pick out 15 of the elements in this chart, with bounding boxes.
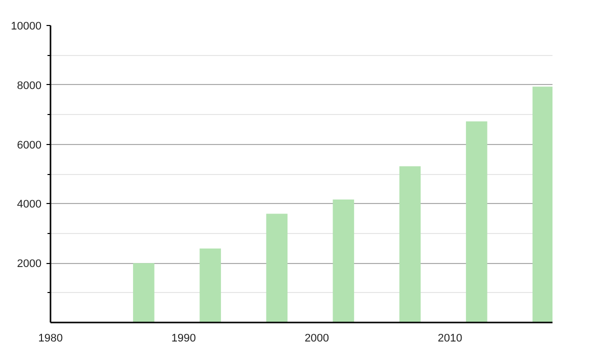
bar (133, 263, 154, 322)
y-tick-label: 4000 (17, 198, 42, 211)
x-tick-label: 2010 (438, 332, 462, 344)
bar (266, 214, 288, 322)
bar (332, 200, 354, 322)
bar (399, 166, 421, 322)
bar (466, 121, 488, 322)
y-tick-label: 8000 (17, 80, 42, 92)
x-tick-label: 1990 (171, 332, 196, 344)
x-tick-label: 2000 (304, 332, 330, 344)
x-tick-label: 1980 (38, 332, 63, 344)
bar (200, 248, 221, 322)
y-tick-label: 6000 (17, 139, 42, 152)
y-tick-label: 10000 (10, 20, 42, 32)
y-tick-label: 2000 (17, 258, 42, 270)
